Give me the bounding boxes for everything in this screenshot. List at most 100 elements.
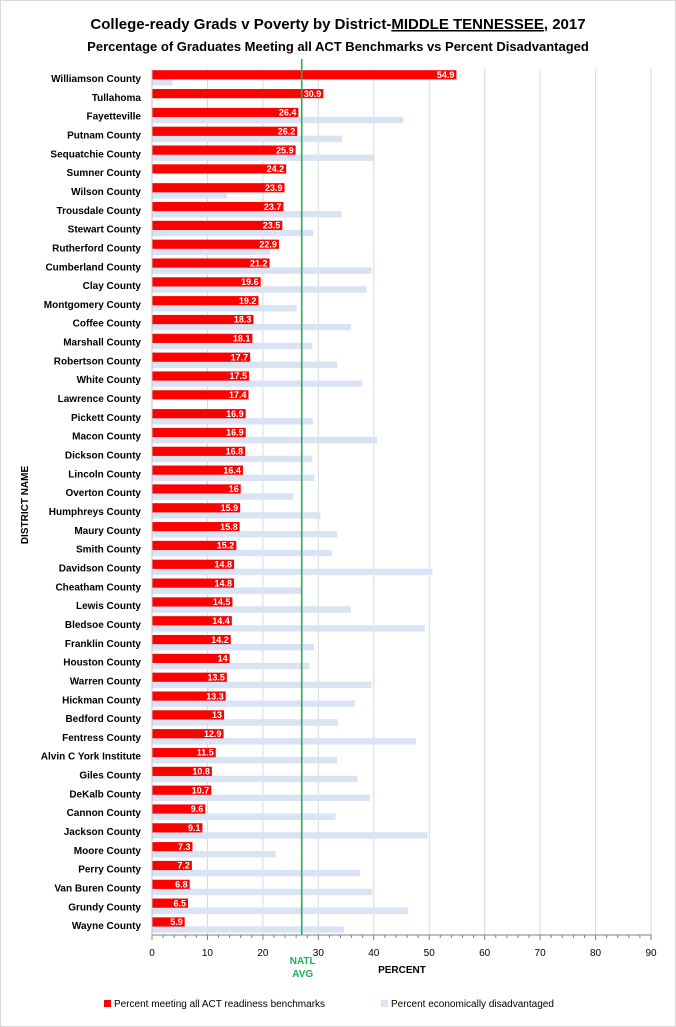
bar-disadvantaged [152,738,416,745]
bar-act-benchmark [152,126,298,136]
category-label: Van Buren County [54,884,141,895]
bar-data-label: 24.2 [267,164,285,174]
category-label: Bedford County [65,714,141,725]
category-label: Lawrence County [58,394,142,405]
category-label: Clay County [83,281,142,292]
bar-act-benchmark [152,653,230,664]
bar-act-benchmark [152,540,237,551]
category-label: Bledsoe County [65,620,142,631]
bar-data-label: 30.9 [304,89,322,99]
x-tick-label: 90 [645,948,657,959]
bar-disadvantaged [152,888,373,896]
bar-disadvantaged [152,135,343,143]
bar-disadvantaged [152,493,294,500]
series-disadvantaged [152,79,433,933]
x-axis-title: PERCENT [378,965,426,976]
bar-data-label: 16 [229,484,239,494]
bar-act-benchmark [152,220,283,231]
bar-act-benchmark [152,296,259,306]
bar-disadvantaged [152,455,313,463]
bar-data-label: 19.2 [239,296,257,306]
bar-disadvantaged [152,436,378,444]
bar-data-label: 7.2 [177,861,190,871]
bar-disadvantaged [152,512,321,519]
bar-data-label: 16.4 [223,465,241,475]
legend-label-disadvantaged: Percent economically disadvantaged [391,999,554,1010]
bar-act-benchmark [152,691,226,701]
category-label: Putnam County [67,130,141,141]
bar-act-benchmark [152,352,251,362]
bar-disadvantaged [152,662,310,670]
bar-disadvantaged [152,756,338,764]
bar-disadvantaged [152,643,314,651]
bar-disadvantaged [152,474,315,481]
x-tick-label: 80 [590,948,602,959]
category-label: Pickett County [71,413,141,424]
bar-data-label: 6.5 [174,898,187,908]
bar-act-benchmark [152,164,287,174]
category-label: Trousdale County [57,206,142,217]
x-tick-label: 50 [424,948,436,959]
bar-data-label: 14.8 [215,559,233,569]
bar-disadvantaged [152,116,404,124]
bar-disadvantaged [152,813,336,820]
category-label: Hickman County [62,695,141,706]
bar-disadvantaged [152,323,352,331]
category-label: Sequatchie County [50,149,141,160]
bar-act-benchmark [152,70,457,80]
bar-act-benchmark [152,710,225,720]
category-label: Fentress County [62,733,141,744]
bar-act-benchmark [152,522,240,532]
bar-data-label: 17.4 [229,390,247,400]
bar-act-benchmark [152,747,216,758]
bar-disadvantaged [152,229,314,237]
category-label: Jackson County [64,827,142,838]
bar-act-benchmark [152,484,241,494]
category-label: Fayetteville [87,112,142,123]
legend-swatch-disadvantaged [381,1000,388,1007]
bar-data-label: 12.9 [204,729,222,739]
bar-data-label: 13.5 [207,672,225,682]
category-label: Alvin C York Institute [41,752,142,763]
bar-data-label: 17.7 [231,352,249,362]
natl-avg-label: NATL [290,956,316,967]
bar-act-benchmark [152,860,192,871]
category-label: Giles County [79,771,141,782]
x-tick-label: 10 [202,948,214,959]
bar-data-label: 18.1 [233,334,251,344]
bar-disadvantaged [152,267,372,274]
bar-data-label: 26.4 [279,108,297,118]
bar-act-benchmark [152,239,279,249]
bar-data-label: 14.2 [211,635,229,645]
series-act-benchmarks: 54.9 30.9 26.4 26.2 25.9 24.2 23.9 23.7 23.5 22.9… [152,70,457,927]
category-label: Macon County [72,432,141,443]
bar-act-benchmark [152,672,227,682]
bar-disadvantaged [152,869,360,877]
category-label: Dickson County [65,451,142,462]
category-label: Robertson County [54,356,142,367]
bar-act-benchmark [152,314,254,325]
bar-data-label: 6.8 [175,880,188,890]
bar-act-benchmark [152,89,324,99]
bar-act-benchmark [152,503,241,513]
gridlines [206,69,652,935]
x-axis: 0 10 20 30 40 50 60 70 80 90 [149,69,657,959]
bar-data-label: 9.1 [188,823,201,833]
bar-data-label: 7.3 [178,842,191,852]
category-label: Tullahoma [92,93,142,104]
bar-disadvantaged [152,775,358,783]
category-label: Coffee County [73,319,142,330]
bar-data-label: 25.9 [276,145,294,155]
bar-act-benchmark [152,409,246,419]
category-label: Cheatham County [55,582,141,593]
bar-data-label: 11.5 [197,748,214,758]
bar-disadvantaged [152,907,409,914]
bar-data-label: 13.3 [206,691,224,701]
category-label: Rutherford County [52,243,141,254]
bar-data-label: 21.2 [250,258,268,268]
legend-label-act: Percent meeting all ACT readiness benchm… [114,999,325,1010]
bar-act-benchmark [152,333,253,343]
bar-data-label: 13 [212,710,222,720]
category-label: Davidson County [59,563,142,574]
natl-avg-reference: NATL AVG [290,59,316,980]
